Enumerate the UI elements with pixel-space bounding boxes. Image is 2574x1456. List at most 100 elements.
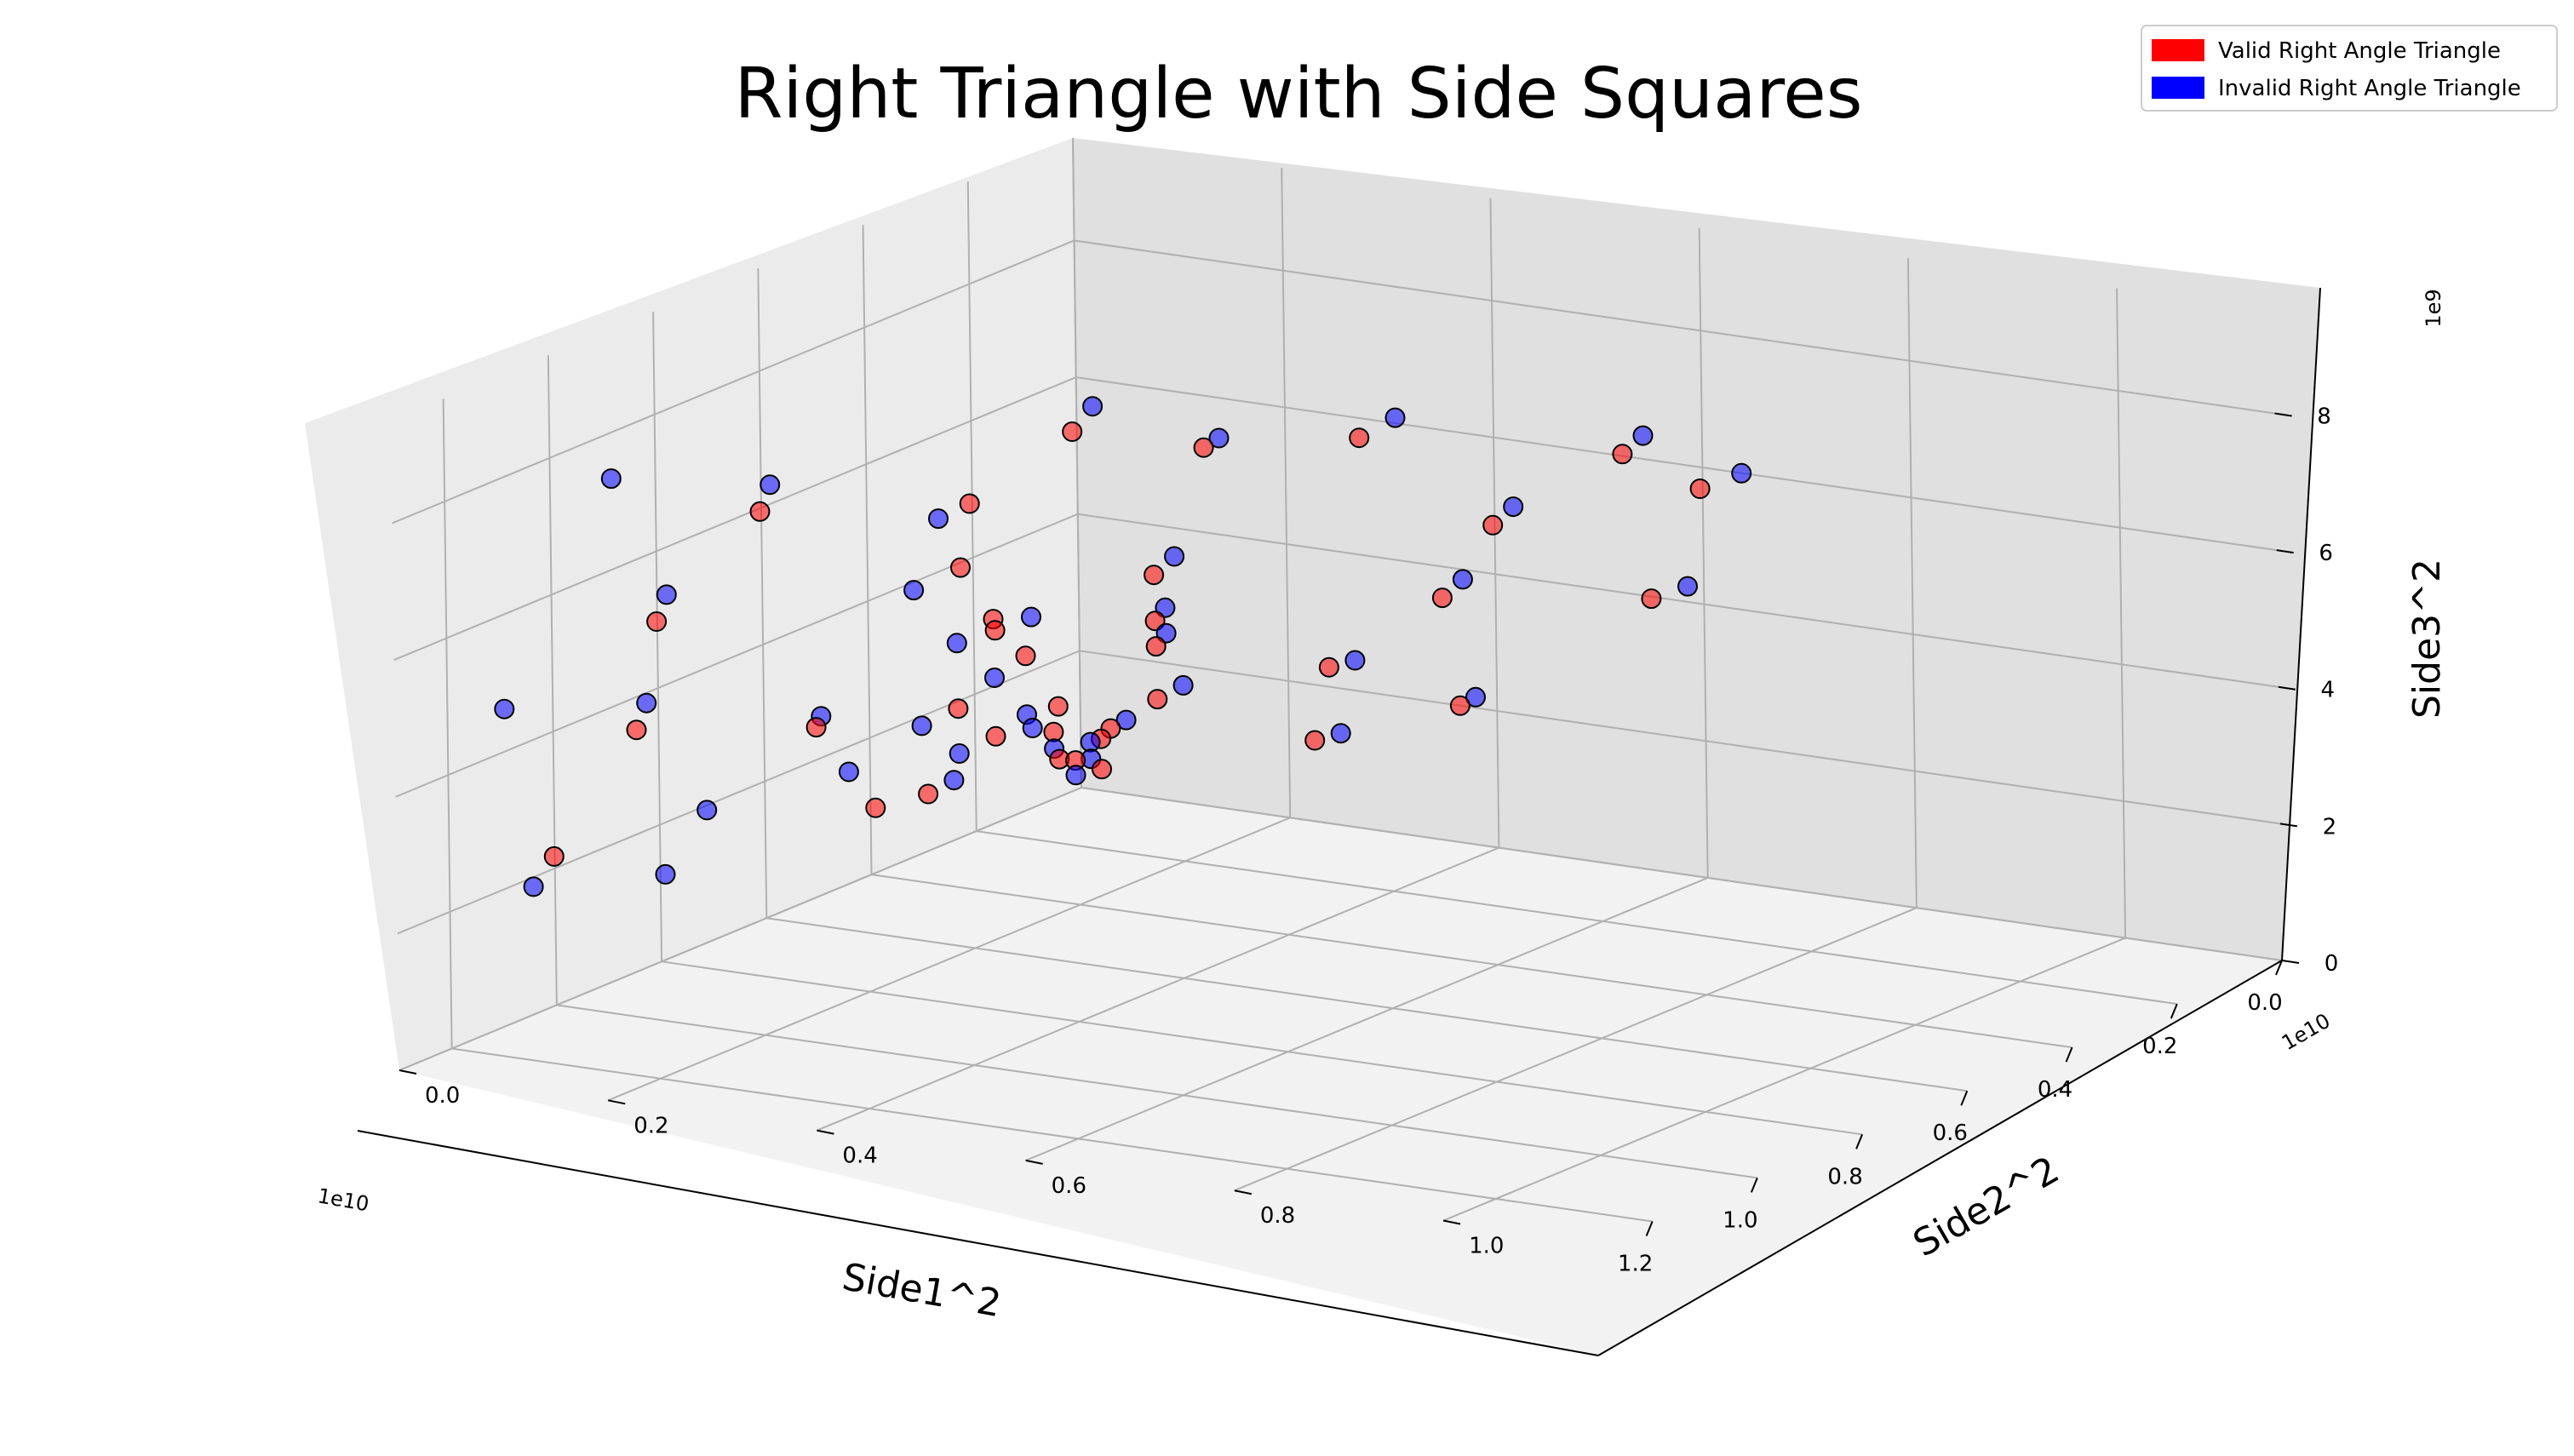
valid-triangle-point (1062, 421, 1083, 442)
y-tick-label: 0.4 (842, 1144, 877, 1169)
invalid-triangle-point (1208, 427, 1230, 449)
invalid-triangle-point (903, 580, 925, 601)
invalid-triangle-point (928, 508, 949, 530)
x-gridline-floor (451, 1047, 1653, 1223)
y-gridline-wall (2116, 288, 2127, 938)
valid-triangle-point (1689, 479, 1711, 499)
y-tick-mark (398, 1069, 417, 1075)
valid-triangle-point (1047, 696, 1069, 717)
pane-back (1073, 138, 2320, 960)
z-gridline-back (1081, 787, 2283, 961)
z-gridline-left (393, 376, 1077, 662)
valid-triangle-point (1318, 656, 1339, 678)
z-gridline-left (398, 787, 1082, 1071)
x-tick-mark (2170, 1003, 2178, 1019)
invalid-triangle-point (1344, 650, 1366, 671)
x-gridline-wall (862, 225, 873, 875)
invalid-triangle-point (523, 876, 544, 897)
x-tick-label: 0.8 (1827, 1164, 1862, 1189)
x-tick-label: 0.0 (2247, 990, 2282, 1016)
z-gridline-back (1075, 376, 2277, 552)
y-gridline-wall (1072, 137, 1082, 788)
valid-triangle-point (1145, 636, 1167, 657)
valid-triangle-point (1015, 645, 1036, 667)
x-axis-line (357, 1130, 1599, 1356)
z-tick-mark (2276, 549, 2294, 554)
x-tick-label: 1.2 (1618, 1251, 1653, 1276)
valid-triangle-point (1641, 588, 1662, 610)
z-ticks: 0 2 4 6 8 (2274, 404, 2338, 977)
scatter-points (494, 396, 1752, 897)
x-gridline-wall (442, 398, 453, 1049)
invalid-triangle-point (1164, 546, 1185, 567)
x-tick-mark (1960, 1090, 1969, 1106)
x-tick-mark (1645, 1221, 1654, 1236)
invalid-triangle-point (1065, 765, 1086, 786)
valid-triangle-point (1147, 689, 1168, 710)
invalid-triangle-point (1677, 576, 1698, 597)
x-gridline-floor (976, 830, 2177, 1006)
pane-floor (399, 788, 2282, 1356)
valid-triangle-point (805, 717, 827, 738)
y-gridline-floor (1234, 907, 1918, 1192)
y-tick-label: 0.8 (1260, 1203, 1295, 1229)
invalid-triangle-point (697, 800, 718, 821)
valid-triangle-point (1349, 427, 1370, 449)
invalid-triangle-point (494, 698, 515, 719)
invalid-triangle-point (656, 584, 677, 605)
y-tick-mark (1442, 1219, 1461, 1225)
x-tick-label: 1.0 (1723, 1207, 1757, 1233)
z-gridline-back (1074, 239, 2275, 415)
valid-triangle-point (646, 611, 668, 632)
valid-triangle-point (984, 620, 1006, 641)
y-tick-label: 0.0 (425, 1083, 460, 1109)
z-gridline-left (397, 650, 1081, 935)
y-gridline-floor (607, 817, 1291, 1102)
valid-triangle-point (626, 719, 647, 741)
z-axis-line (2281, 287, 2321, 961)
y-tick-mark (817, 1129, 834, 1135)
x-ticks: 0.0 0.2 0.4 0.6 0.8 1.0 1.2 (1618, 960, 2283, 1276)
y-tick-mark (1234, 1189, 1253, 1195)
z-offset-label: 1e9 (2422, 289, 2445, 327)
invalid-triangle-point (949, 743, 970, 764)
x-tick-mark (2275, 960, 2283, 976)
legend: Valid Right Angle Triangle Invalid Right… (2141, 25, 2558, 112)
x-gridline-floor (661, 960, 1863, 1136)
invalid-triangle-point (946, 633, 967, 654)
invalid-triangle-point (1330, 723, 1351, 744)
pane-left (305, 138, 1081, 1070)
invalid-triangle-point (655, 863, 676, 885)
y-axis-line (1597, 960, 2283, 1356)
legend-label-valid: Valid Right Angle Triangle (2218, 38, 2501, 64)
invalid-triangle-point (1021, 606, 1041, 628)
valid-triangle-point (948, 698, 969, 719)
z-axis-label: Side3^2 (2405, 559, 2449, 719)
x-gridline-wall (547, 355, 558, 1006)
y-tick-label: 1.0 (1469, 1234, 1504, 1259)
y-gridline-wall (1906, 258, 1918, 909)
invalid-triangle-point (1465, 686, 1486, 708)
valid-triangle-point (749, 501, 771, 522)
legend-swatch-invalid (2152, 77, 2204, 99)
x-gridline-wall (652, 312, 663, 962)
z-tick-label: 8 (2317, 404, 2331, 429)
y-gridline-floor (817, 846, 1499, 1132)
valid-triangle-point (1482, 514, 1504, 536)
y-ticks: 0.0 0.2 0.4 0.6 0.8 1.0 (398, 1069, 1504, 1259)
invalid-triangle-point (1503, 496, 1524, 518)
valid-triangle-point (865, 797, 886, 818)
z-gridline-left (392, 239, 1075, 525)
valid-triangle-point (1431, 588, 1453, 609)
z-tick-mark (2278, 685, 2296, 691)
x-tick-mark (1855, 1133, 1864, 1149)
z-gridline-back (1077, 513, 2279, 688)
x-tick-label: 0.2 (2142, 1034, 2177, 1059)
y-tick-label: 0.6 (1052, 1173, 1086, 1199)
invalid-triangle-point (1731, 462, 1752, 484)
valid-triangle-point (1612, 444, 1633, 465)
valid-triangle-point (1144, 565, 1165, 586)
invalid-triangle-point (1082, 396, 1104, 417)
y-gridline-wall (1698, 227, 1709, 878)
